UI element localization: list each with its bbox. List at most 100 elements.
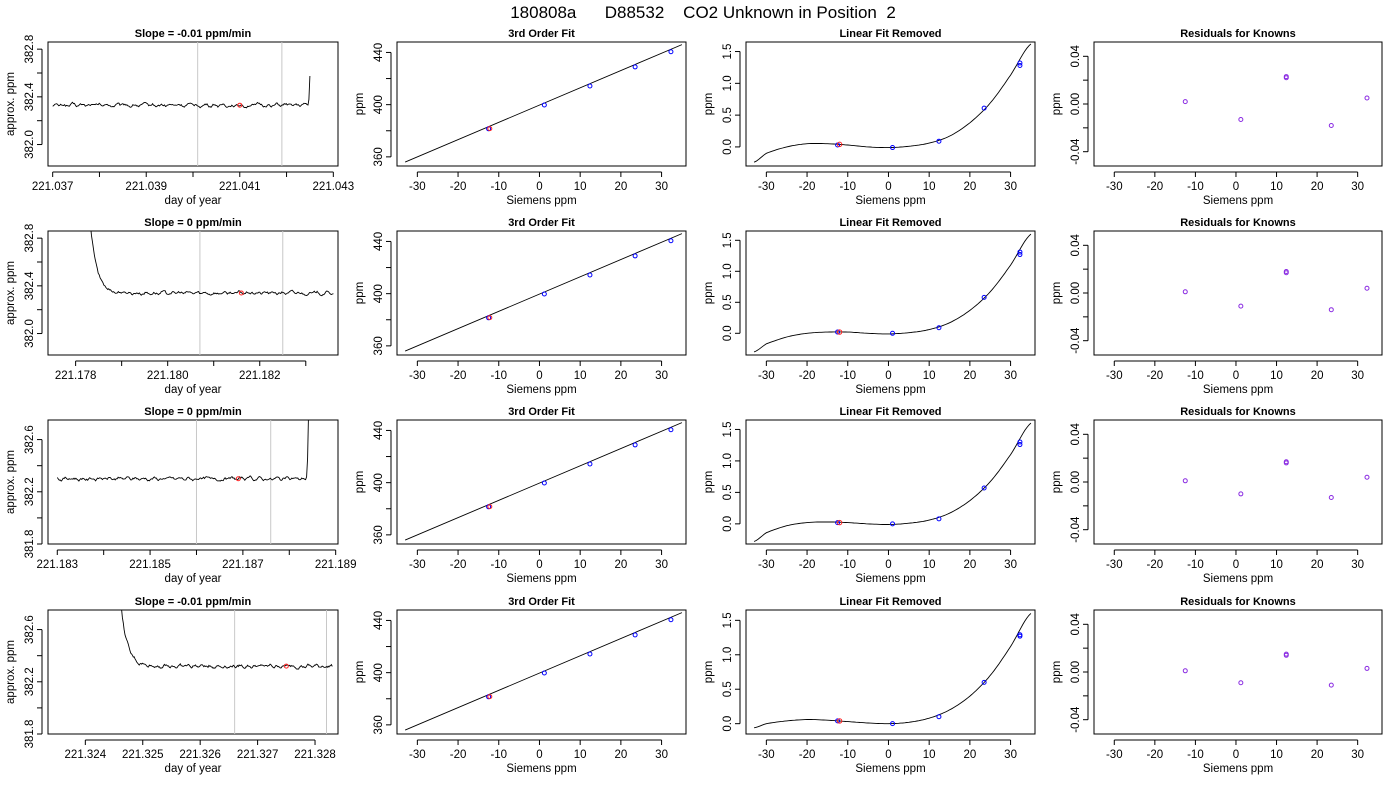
plot-frame [1093, 419, 1383, 545]
known-point [541, 291, 547, 297]
known-point [936, 138, 942, 144]
x-tick-label: 30 [1004, 370, 1017, 382]
panel-residuals-0: -30 -20 -10 0 10 20 30 -0.04 0.00 0.04 Residuals f… [1051, 28, 1383, 207]
x-tick-label: 30 [1351, 749, 1364, 761]
y-tick-label: 381.8 [24, 530, 36, 559]
x-tick-label: 221.324 [65, 749, 107, 761]
x-tick-label: 30 [1004, 181, 1017, 193]
x-tick-label: 10 [1270, 749, 1283, 761]
x-axis-label: Siemens ppm [1203, 384, 1273, 396]
x-tick-label: -20 [799, 181, 816, 193]
panel-title: Residuals for Knowns [1180, 406, 1296, 418]
series-line [121, 610, 333, 670]
panel-title: Slope = -0.01 ppm/min [135, 596, 252, 608]
y-tick-label: 0.0 [722, 325, 734, 341]
y-axis-label: ppm [703, 661, 715, 683]
y-tick-label: -0.04 [1070, 138, 1082, 165]
unknown-point [487, 504, 493, 510]
y-axis-label: approx. ppm [5, 640, 17, 704]
panel-title: Residuals for Knowns [1180, 596, 1296, 608]
y-tick-label: 0.00 [1070, 282, 1082, 304]
x-axis-label: Siemens ppm [855, 195, 925, 207]
unknown-point [487, 126, 493, 132]
y-tick-label: 440 [373, 232, 385, 251]
panel-fit-0: -30 -20 -10 0 10 20 30 360 400 440 3rd Order Fit Si… [354, 28, 687, 207]
fit-curve [753, 422, 1032, 542]
known-point [981, 294, 987, 300]
y-tick-label: 0.5 [722, 681, 734, 697]
x-tick-label: -30 [409, 559, 426, 571]
known-point [668, 238, 674, 244]
y-tick-label: 360 [373, 715, 385, 734]
x-tick-label: 20 [963, 559, 976, 571]
panel-title: Residuals for Knowns [1180, 217, 1296, 229]
residual-point [1328, 682, 1334, 688]
panel-fit-2: -30 -20 -10 0 10 20 30 360 400 440 3rd Order Fit Si… [354, 406, 687, 585]
known-point [1017, 63, 1023, 69]
x-tick-label: -20 [1147, 559, 1164, 571]
x-tick-label: 221.327 [237, 749, 279, 761]
panel-fit-3: -30 -20 -10 0 10 20 30 360 400 440 3rd Order Fit Si… [354, 596, 687, 775]
x-tick-label: 30 [1351, 559, 1364, 571]
x-tick-label: 10 [1270, 559, 1283, 571]
y-tick-label: 360 [373, 525, 385, 544]
plot-frame [1093, 609, 1383, 735]
y-tick-label: 382.8 [24, 224, 36, 253]
unknown-point [235, 476, 241, 482]
x-tick-label: -30 [1106, 559, 1123, 571]
x-tick-label: 221.328 [294, 749, 336, 761]
known-point [936, 516, 942, 522]
series-line [90, 231, 334, 297]
residual-point [1364, 474, 1370, 480]
x-tick-label: -20 [799, 370, 816, 382]
x-tick-label: 20 [614, 559, 627, 571]
x-tick-label: -30 [758, 370, 775, 382]
x-tick-label: 10 [574, 370, 587, 382]
y-axis-label: ppm [1051, 93, 1063, 115]
x-tick-label: 20 [963, 181, 976, 193]
panel-title: 3rd Order Fit [508, 406, 575, 418]
known-point [541, 102, 547, 108]
residual-point [1238, 680, 1244, 686]
series-line [56, 420, 309, 482]
y-tick-label: 0.5 [722, 107, 734, 123]
y-tick-label: 440 [373, 611, 385, 630]
x-tick-label: 30 [1004, 559, 1017, 571]
x-tick-label: 221.037 [32, 181, 74, 193]
y-axis-label: ppm [1051, 661, 1063, 683]
x-tick-label: -30 [409, 181, 426, 193]
x-tick-label: -10 [1187, 749, 1204, 761]
x-axis-label: day of year [165, 195, 222, 207]
y-tick-label: 0.00 [1070, 661, 1082, 683]
panel-timeseries-0: 221.037 221.039 221.041 221.043 382.0 382.4 38… [5, 28, 354, 207]
panel-timeseries-3: 221.324 221.325 221.326 221.327 221.328 381.8… [5, 596, 339, 775]
x-tick-label: 221.325 [122, 749, 164, 761]
x-tick-label: 0 [536, 181, 542, 193]
known-point [668, 427, 674, 433]
x-tick-label: -10 [1187, 370, 1204, 382]
x-axis-label: Siemens ppm [506, 384, 576, 396]
x-tick-label: 10 [574, 559, 587, 571]
known-point [890, 145, 896, 151]
x-tick-label: 10 [923, 370, 936, 382]
y-axis-label: ppm [354, 93, 366, 115]
x-tick-label: -10 [839, 749, 856, 761]
residual-point [1328, 122, 1334, 128]
y-tick-label: 0.00 [1070, 471, 1082, 493]
x-tick-label: 221.178 [55, 370, 97, 382]
panel-title: Linear Fit Removed [839, 217, 941, 229]
unknown-point [836, 329, 843, 335]
x-tick-label: 10 [923, 559, 936, 571]
unknown-point [487, 315, 493, 321]
y-tick-label: 382.2 [24, 477, 36, 506]
x-tick-label: -30 [758, 559, 775, 571]
residual-point [1182, 478, 1188, 484]
panel-residuals-1: -30 -20 -10 0 10 20 30 -0.04 0.00 0.04 Residuals f… [1051, 217, 1383, 396]
y-axis-label: ppm [703, 471, 715, 493]
x-tick-label: 0 [536, 749, 542, 761]
x-tick-label: 221.187 [222, 559, 264, 571]
x-tick-label: 30 [655, 181, 668, 193]
x-axis-label: Siemens ppm [506, 763, 576, 775]
known-point [890, 521, 896, 527]
panel-title: 3rd Order Fit [508, 28, 575, 40]
